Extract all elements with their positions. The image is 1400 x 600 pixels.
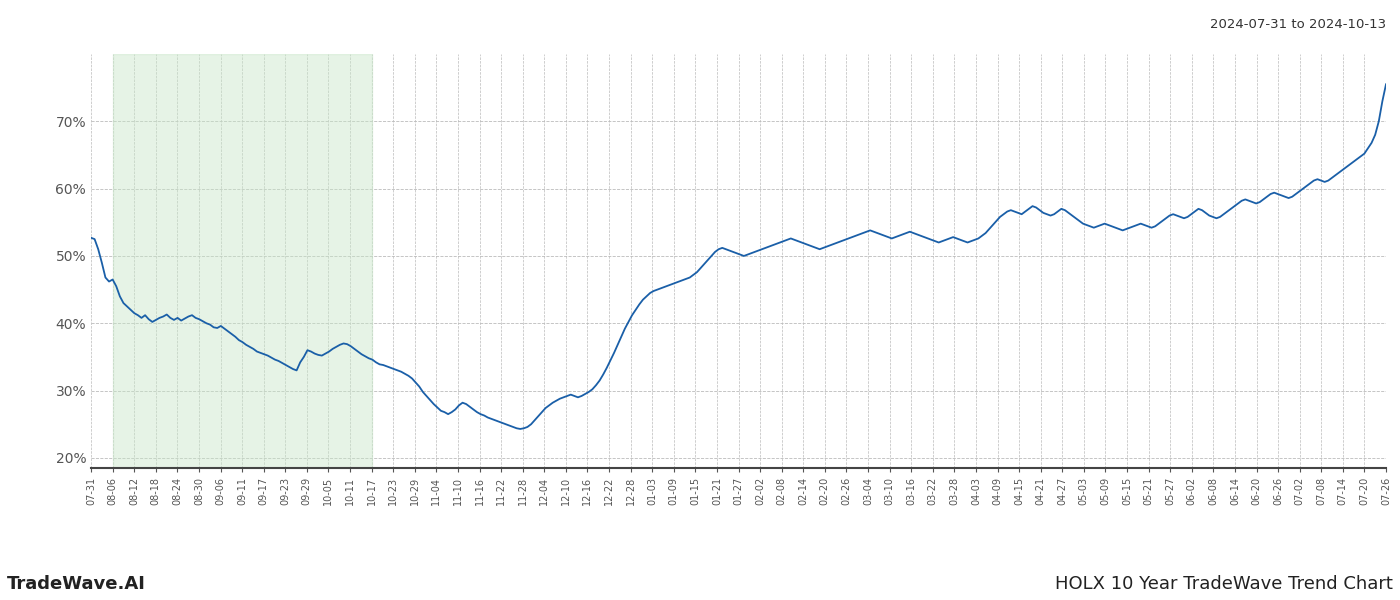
Bar <box>112 54 371 468</box>
Text: HOLX 10 Year TradeWave Trend Chart: HOLX 10 Year TradeWave Trend Chart <box>1056 575 1393 593</box>
Text: TradeWave.AI: TradeWave.AI <box>7 575 146 593</box>
Text: 2024-07-31 to 2024-10-13: 2024-07-31 to 2024-10-13 <box>1210 18 1386 31</box>
